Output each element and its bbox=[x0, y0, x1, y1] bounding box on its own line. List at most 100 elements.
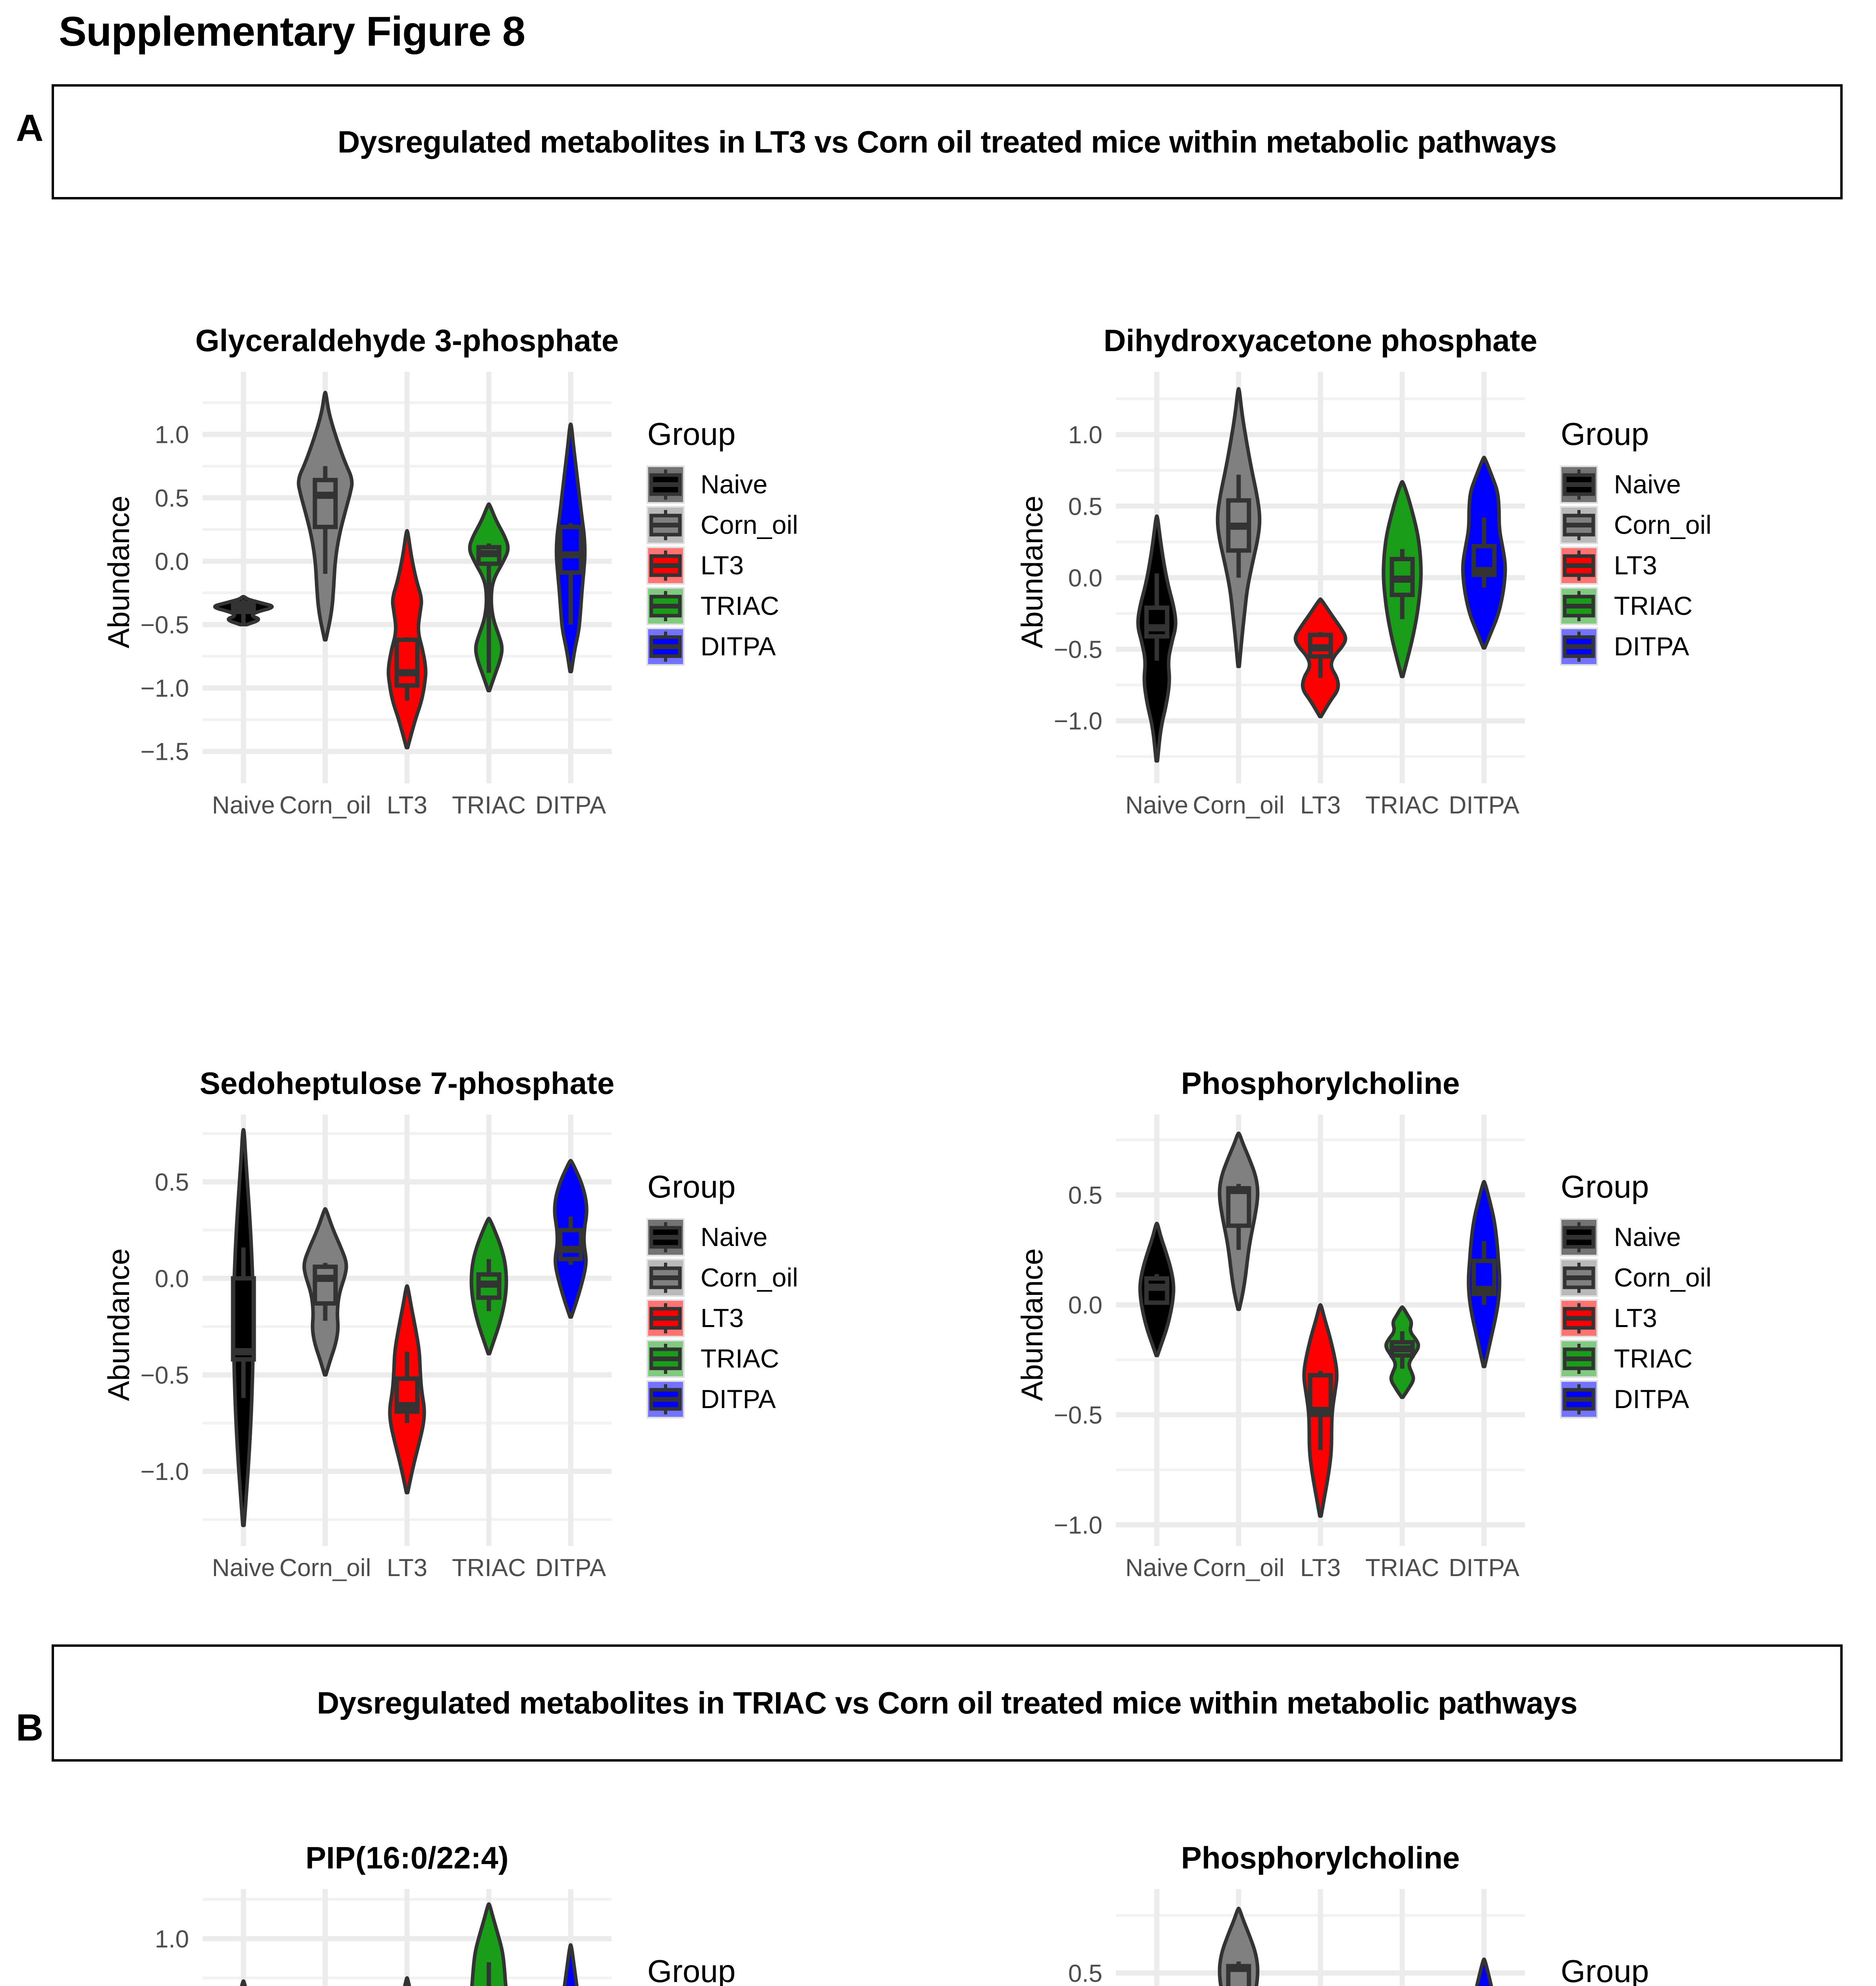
violin-ditpa bbox=[554, 422, 587, 674]
legend-item-naive[interactable]: Naive bbox=[1560, 1218, 1681, 1256]
y-tick-label: 0.5 bbox=[1068, 1182, 1102, 1209]
y-tick-label: 0.5 bbox=[155, 485, 189, 512]
y-tick-label: −0.5 bbox=[141, 1362, 189, 1389]
legend-item-ditpa[interactable]: DITPA bbox=[647, 1380, 776, 1418]
x-tick-label-naive: Naive bbox=[212, 792, 275, 819]
violin-shape bbox=[240, 1979, 247, 1986]
y-tick-label: 1.0 bbox=[1068, 421, 1102, 449]
legend-item-triac[interactable]: TRIAC bbox=[1560, 587, 1693, 625]
y-tick-label: 0.0 bbox=[1068, 1292, 1102, 1319]
legend-item-naive[interactable]: Naive bbox=[1560, 466, 1681, 504]
legend-key-frame bbox=[647, 466, 685, 504]
x-tick-label-corn_oil: Corn_oil bbox=[1193, 792, 1285, 819]
violin-corn_oil bbox=[1216, 387, 1262, 668]
violin-plot-pip-16-0-22-4: PIP(16:0/22:4)−1.0−0.50.00.51.0Abundance… bbox=[155, 1840, 735, 1986]
chart-title: PIP(16:0/22:4) bbox=[305, 1840, 509, 1875]
legend-key-frame bbox=[1560, 1299, 1598, 1337]
panel-banner-a: Dysregulated metabolites in LT3 vs Corn … bbox=[52, 84, 1843, 199]
x-tick-label-lt3: LT3 bbox=[387, 792, 427, 819]
chart-pip-16-0-22-4: PIP(16:0/22:4)−1.0−0.50.00.51.0Abundance… bbox=[83, 1831, 834, 1986]
legend-item-triac[interactable]: TRIAC bbox=[647, 1340, 779, 1378]
chart-title: Phosphorylcholine bbox=[1181, 1066, 1460, 1101]
violin-triac bbox=[468, 502, 510, 692]
y-axis-tick-labels: −1.0−0.50.00.51.0 bbox=[155, 1926, 189, 1953]
violin-ditpa bbox=[563, 1943, 579, 1986]
legend-item-corn_oil[interactable]: Corn_oil bbox=[1560, 1259, 1712, 1297]
chart-phosphorylcholine-b: Phosphorylcholine−1.0−0.50.00.5Abundance… bbox=[997, 1831, 1747, 1986]
legend-item-lt3[interactable]: LT3 bbox=[647, 1299, 744, 1337]
legend-item-label: TRIAC bbox=[1614, 591, 1693, 620]
violin-series-group bbox=[240, 1902, 579, 1986]
violin-triac bbox=[1382, 480, 1423, 678]
legend-title: Group bbox=[647, 1169, 735, 1204]
legend-item-ditpa[interactable]: DITPA bbox=[1560, 1380, 1689, 1418]
y-tick-label: −1.0 bbox=[141, 675, 189, 702]
legend-item-corn_oil[interactable]: Corn_oil bbox=[1560, 506, 1712, 544]
legend-item-lt3[interactable]: LT3 bbox=[1560, 1299, 1657, 1337]
boxplot-box bbox=[558, 525, 583, 575]
x-tick-label-ditpa: DITPA bbox=[1449, 792, 1520, 819]
legend-key-frame bbox=[647, 1259, 685, 1297]
legend-key-frame bbox=[647, 1299, 685, 1337]
legend-item-label: Corn_oil bbox=[701, 1263, 798, 1292]
violin-triac bbox=[469, 1217, 508, 1356]
legend-item-ditpa[interactable]: DITPA bbox=[1560, 628, 1689, 666]
chart-title: Glyceraldehyde 3-phosphate bbox=[195, 323, 619, 358]
panel-banner-a-text: Dysregulated metabolites in LT3 vs Corn … bbox=[338, 124, 1557, 159]
panel-banner-b-text: Dysregulated metabolites in TRIAC vs Cor… bbox=[317, 1685, 1578, 1720]
violin-lt3 bbox=[388, 1284, 426, 1495]
legend-key-frame bbox=[1560, 466, 1598, 504]
legend-key-frame bbox=[647, 547, 685, 585]
violin-corn_oil bbox=[297, 390, 354, 642]
violin-plot-glyceraldehyde-3-phosphate: Glyceraldehyde 3-phosphate −1.5 −1.0 −0.5 0.… bbox=[102, 323, 798, 819]
y-tick-label: 0.0 bbox=[1068, 564, 1102, 592]
legend-item-ditpa[interactable]: DITPA bbox=[647, 628, 776, 666]
x-tick-label-ditpa: DITPA bbox=[535, 1554, 606, 1582]
legend-item-label: DITPA bbox=[701, 632, 776, 661]
x-tick-label-corn_oil: Corn_oil bbox=[1193, 1554, 1285, 1582]
legend-item-triac[interactable]: TRIAC bbox=[1560, 1340, 1693, 1378]
violin-plot-dihydroxyacetone-phosphate: Dihydroxyacetone phosphate −1.0 −0.5 0.0 0.5… bbox=[1015, 323, 1712, 819]
legend-item-label: Corn_oil bbox=[1614, 510, 1712, 539]
legend-item-label: Naive bbox=[701, 469, 768, 499]
chart-title: Dihydroxyacetone phosphate bbox=[1104, 323, 1537, 358]
violin-naive bbox=[240, 1979, 247, 1986]
legend-item-label: LT3 bbox=[701, 1303, 744, 1333]
y-axis-tick-labels: −1.5 −1.0 −0.5 0.0 0.5 1.0 bbox=[141, 421, 189, 766]
boxplot-box bbox=[558, 1228, 583, 1262]
legend-item-label: Corn_oil bbox=[701, 510, 798, 539]
legend-item-label: Naive bbox=[1614, 469, 1681, 499]
panel-letter-b: B bbox=[16, 1706, 44, 1749]
x-tick-label-naive: Naive bbox=[1125, 792, 1189, 819]
legend-item-lt3[interactable]: LT3 bbox=[647, 547, 744, 585]
boxplot-box bbox=[231, 1276, 256, 1362]
legend-item-corn_oil[interactable]: Corn_oil bbox=[647, 506, 798, 544]
legend-key-frame bbox=[647, 1340, 685, 1378]
y-tick-label: −0.5 bbox=[141, 611, 189, 639]
violin-shape bbox=[403, 1976, 411, 1986]
legend-item-naive[interactable]: Naive bbox=[647, 466, 768, 504]
legend-key-frame bbox=[647, 1218, 685, 1256]
legend-item-lt3[interactable]: LT3 bbox=[1560, 547, 1657, 585]
x-axis-tick-labels: Naive Corn_oil LT3 TRIAC DITPA bbox=[1125, 1554, 1520, 1582]
legend-item-corn_oil[interactable]: Corn_oil bbox=[647, 1259, 798, 1297]
x-tick-label-triac: TRIAC bbox=[452, 792, 526, 819]
legend-item-label: TRIAC bbox=[701, 591, 779, 620]
legend-key-frame bbox=[647, 628, 685, 666]
boxplot-box bbox=[394, 638, 420, 688]
legend-item-label: TRIAC bbox=[1614, 1344, 1693, 1373]
legend-item-triac[interactable]: TRIAC bbox=[647, 587, 779, 625]
x-tick-label-corn_oil: Corn_oil bbox=[280, 792, 371, 819]
legend-item-label: LT3 bbox=[701, 551, 744, 580]
x-tick-label-lt3: LT3 bbox=[387, 1554, 427, 1582]
legend-item-naive[interactable]: Naive bbox=[647, 1218, 768, 1256]
x-tick-label-lt3: LT3 bbox=[1300, 792, 1341, 819]
x-tick-label-triac: TRIAC bbox=[1365, 1554, 1439, 1582]
violin-series-group bbox=[1218, 1907, 1493, 1986]
violin-triac bbox=[470, 1902, 508, 1986]
violin-ditpa bbox=[1467, 1180, 1502, 1368]
x-tick-label-lt3: LT3 bbox=[1300, 1554, 1341, 1582]
